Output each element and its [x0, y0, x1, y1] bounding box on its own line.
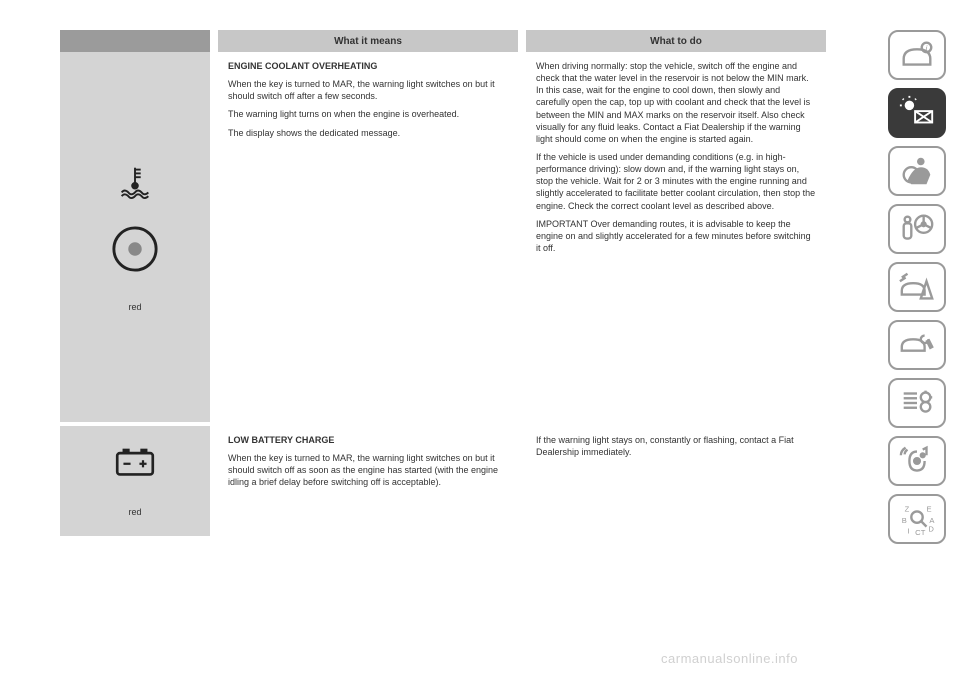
means-cell: LOW BATTERY CHARGE When the key is turne…: [218, 426, 518, 536]
tab-multimedia[interactable]: [888, 436, 946, 486]
tab-emergency[interactable]: [888, 262, 946, 312]
tab-info[interactable]: i: [888, 30, 946, 80]
means-cell: ENGINE COOLANT OVERHEATING When the key …: [218, 52, 518, 422]
color-label: red: [128, 507, 141, 517]
warning-icons-cell: red: [60, 426, 210, 536]
col-header-warning: [60, 30, 210, 52]
svg-text:E: E: [927, 504, 932, 513]
means-text: The warning light turns on when the engi…: [228, 108, 508, 120]
do-text: If the vehicle is used under demanding c…: [536, 151, 816, 212]
color-label: red: [128, 302, 141, 312]
means-text: The display shows the dedicated message.: [228, 127, 508, 139]
table-header: What it means What to do: [60, 30, 840, 52]
means-text: When the key is turned to MAR, the warni…: [228, 78, 508, 102]
tab-warning-lights[interactable]: [888, 88, 946, 138]
svg-text:B: B: [902, 516, 907, 525]
watermark: carmanualsonline.info: [661, 651, 798, 666]
svg-text:T: T: [921, 528, 926, 537]
do-cell: If the warning light stays on, constantl…: [526, 426, 826, 536]
do-cell: When driving normally: stop the vehicle,…: [526, 52, 826, 422]
tab-specifications[interactable]: [888, 378, 946, 428]
table-row: red LOW BATTERY CHARGE When the key is t…: [60, 426, 840, 536]
do-text: When driving normally: stop the vehicle,…: [536, 60, 816, 145]
do-text: If the warning light stays on, constantl…: [536, 434, 816, 458]
do-text: IMPORTANT Over demanding routes, it is a…: [536, 218, 816, 254]
warning-dot-icon: [111, 225, 159, 278]
tab-safety[interactable]: [888, 146, 946, 196]
tab-maintenance[interactable]: [888, 320, 946, 370]
row-title: ENGINE COOLANT OVERHEATING: [228, 61, 377, 71]
row-title: LOW BATTERY CHARGE: [228, 435, 334, 445]
battery-icon: [113, 446, 157, 483]
tab-starting-driving[interactable]: [888, 204, 946, 254]
means-text: When the key is turned to MAR, the warni…: [228, 452, 508, 488]
col-header-means: What it means: [218, 30, 518, 52]
warning-table: What it means What to do: [60, 30, 840, 536]
warning-icons-cell: red: [60, 52, 210, 422]
section-tabs: i ZEBAICTD: [888, 0, 960, 678]
tab-index[interactable]: ZEBAICTD: [888, 494, 946, 544]
svg-text:I: I: [908, 526, 910, 535]
svg-text:Z: Z: [905, 504, 910, 513]
manual-page: What it means What to do: [0, 0, 888, 678]
table-row: red ENGINE COOLANT OVERHEATING When the …: [60, 52, 840, 422]
coolant-temp-icon: [116, 162, 154, 205]
col-header-do: What to do: [526, 30, 826, 52]
svg-text:D: D: [928, 524, 934, 533]
